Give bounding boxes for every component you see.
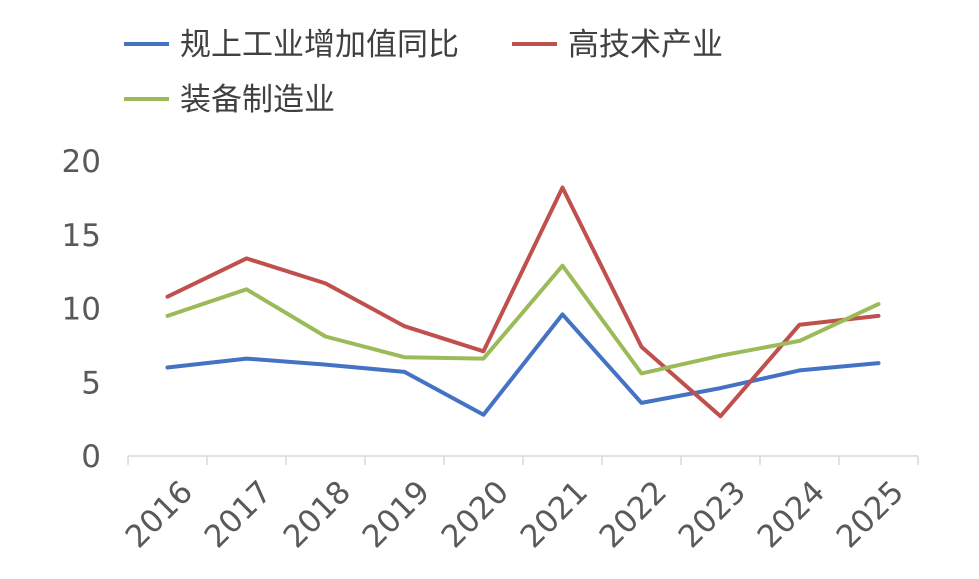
- y-tick-label: 10: [62, 292, 101, 328]
- x-tick-label: 2019: [356, 474, 437, 555]
- legend-item: 装备制造业: [124, 82, 335, 118]
- series-line-3: [165, 263, 881, 376]
- x-tick-label: 2021: [514, 474, 595, 555]
- x-tick-label: 2016: [119, 474, 200, 555]
- x-tick-label: 2022: [593, 474, 674, 555]
- x-tick-label: 2020: [435, 474, 516, 555]
- legend-item: 高技术产业: [512, 27, 723, 63]
- legend-label: 高技术产业: [568, 27, 723, 63]
- series-layer: [165, 185, 881, 419]
- x-tick-label: 2024: [751, 474, 832, 555]
- y-tick-label: 5: [81, 365, 101, 401]
- y-tick-label: 0: [81, 439, 101, 475]
- y-tick-label: 15: [62, 218, 101, 254]
- x-tick-label: 2023: [672, 474, 753, 555]
- y-axis-tick-labels: 0 5 10 15 20: [62, 144, 101, 475]
- legend-label: 装备制造业: [180, 82, 335, 118]
- series-line-2: [165, 185, 881, 419]
- legend-item: 规上工业增加值同比: [124, 27, 459, 63]
- x-tick-label: 2017: [198, 474, 279, 555]
- x-tick-label: 2018: [277, 474, 358, 555]
- series-line-1: [165, 312, 881, 417]
- x-tick-label: 2025: [830, 474, 911, 555]
- y-tick-label: 20: [62, 144, 101, 180]
- legend-label: 规上工业增加值同比: [180, 27, 459, 63]
